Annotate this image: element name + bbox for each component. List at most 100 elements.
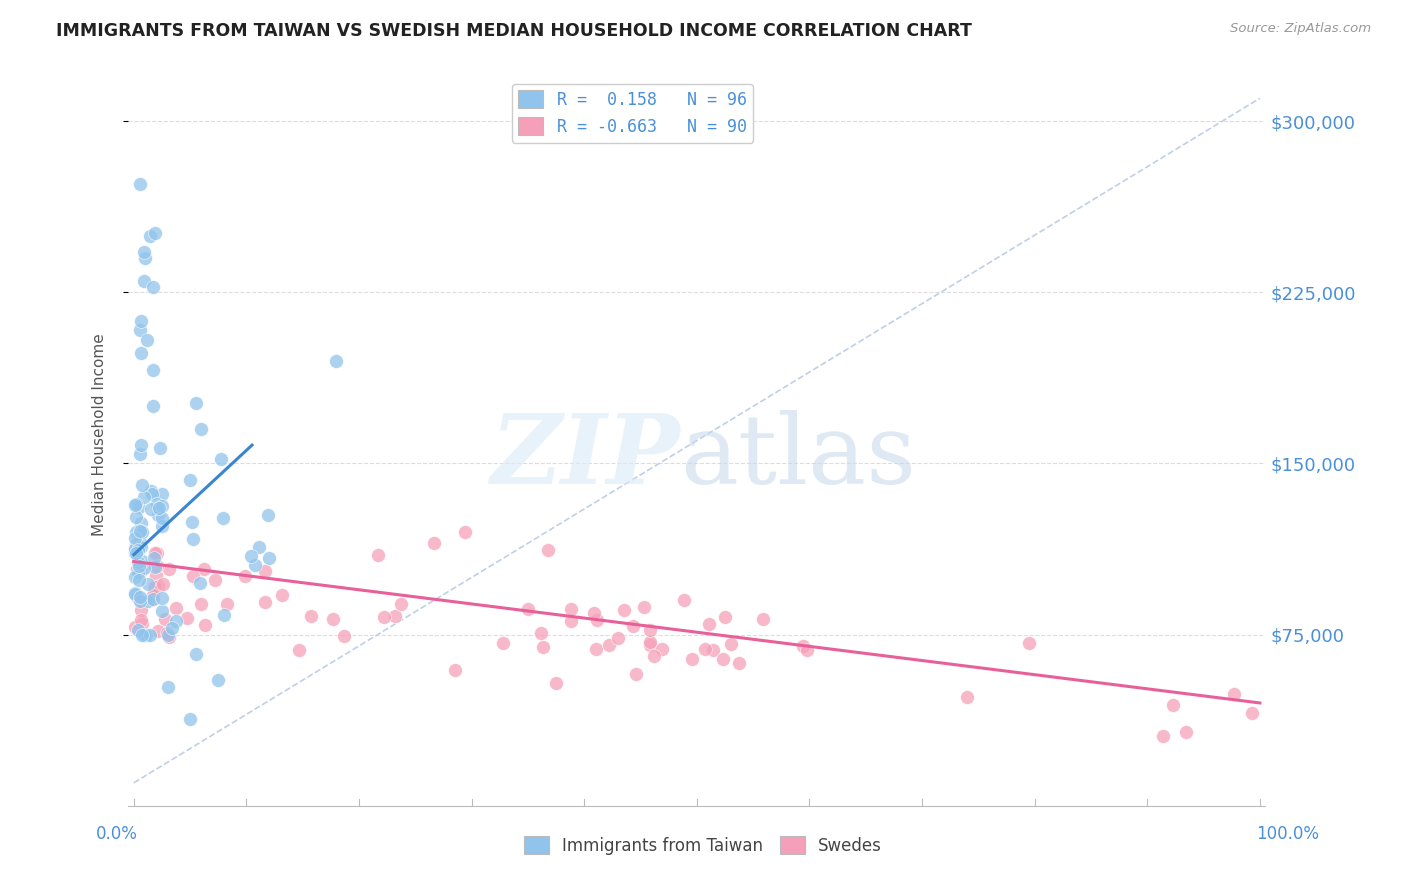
Point bbox=[129, 563, 152, 577]
Point bbox=[180, 515, 202, 529]
Point bbox=[186, 396, 208, 410]
Point bbox=[131, 603, 153, 617]
Point bbox=[384, 609, 406, 624]
Point bbox=[153, 612, 176, 626]
Point bbox=[134, 491, 156, 505]
Point bbox=[1152, 729, 1174, 743]
Point bbox=[141, 592, 163, 607]
Point bbox=[190, 422, 212, 436]
Point bbox=[131, 540, 153, 554]
Point bbox=[148, 508, 170, 522]
Point bbox=[129, 447, 152, 461]
Point bbox=[135, 333, 157, 347]
Point bbox=[129, 590, 152, 604]
Point bbox=[157, 561, 180, 575]
Point bbox=[176, 610, 198, 624]
Point bbox=[139, 627, 162, 641]
Point bbox=[135, 627, 157, 641]
Point bbox=[150, 603, 173, 617]
Text: 100.0%: 100.0% bbox=[1256, 825, 1319, 843]
Point bbox=[128, 532, 150, 546]
Point bbox=[796, 642, 818, 657]
Point bbox=[711, 652, 734, 666]
Point bbox=[129, 438, 152, 452]
Point bbox=[129, 524, 152, 539]
Point bbox=[142, 400, 165, 414]
Point bbox=[128, 594, 150, 608]
Text: IMMIGRANTS FROM TAIWAN VS SWEDISH MEDIAN HOUSEHOLD INCOME CORRELATION CHART: IMMIGRANTS FROM TAIWAN VS SWEDISH MEDIAN… bbox=[56, 22, 972, 40]
Point bbox=[214, 608, 236, 623]
Text: Source: ZipAtlas.com: Source: ZipAtlas.com bbox=[1230, 22, 1371, 36]
Point bbox=[179, 712, 201, 726]
Point bbox=[1161, 698, 1184, 712]
Point bbox=[727, 656, 749, 670]
Point bbox=[245, 558, 267, 572]
Point bbox=[150, 518, 173, 533]
Point bbox=[444, 663, 467, 677]
Point bbox=[322, 612, 344, 626]
Point bbox=[150, 487, 173, 501]
Point bbox=[165, 601, 187, 615]
Point bbox=[141, 487, 163, 501]
Point bbox=[142, 580, 165, 594]
Point bbox=[146, 546, 169, 560]
Point bbox=[127, 623, 149, 637]
Point bbox=[125, 525, 148, 540]
Point bbox=[693, 641, 716, 656]
Point bbox=[423, 536, 446, 550]
Point bbox=[792, 639, 814, 653]
Point bbox=[141, 501, 163, 516]
Point bbox=[239, 549, 262, 563]
Point bbox=[253, 595, 276, 609]
Point bbox=[124, 541, 146, 556]
Point bbox=[673, 593, 696, 607]
Point bbox=[491, 636, 513, 650]
Point bbox=[1223, 688, 1246, 702]
Point bbox=[142, 363, 165, 377]
Point bbox=[193, 562, 215, 576]
Point bbox=[124, 541, 146, 556]
Point bbox=[391, 597, 413, 611]
Point bbox=[134, 627, 156, 641]
Point bbox=[204, 573, 226, 587]
Point bbox=[697, 616, 720, 631]
Point bbox=[124, 570, 146, 584]
Point bbox=[127, 542, 149, 557]
Text: 0.0%: 0.0% bbox=[96, 825, 138, 843]
Point bbox=[127, 543, 149, 558]
Point bbox=[141, 591, 163, 606]
Point bbox=[186, 647, 208, 661]
Point bbox=[531, 640, 554, 654]
Point bbox=[621, 619, 644, 633]
Point bbox=[146, 497, 169, 511]
Point bbox=[638, 635, 661, 649]
Point bbox=[134, 251, 156, 265]
Point bbox=[134, 244, 156, 259]
Point bbox=[546, 676, 568, 690]
Point bbox=[129, 516, 152, 531]
Point bbox=[156, 625, 179, 640]
Point bbox=[128, 573, 150, 587]
Point bbox=[124, 586, 146, 600]
Point bbox=[560, 602, 582, 616]
Text: ZIP: ZIP bbox=[491, 410, 679, 504]
Point bbox=[681, 652, 703, 666]
Point bbox=[124, 546, 146, 560]
Point bbox=[142, 588, 165, 602]
Point bbox=[134, 560, 156, 574]
Point bbox=[148, 501, 170, 516]
Point bbox=[139, 483, 162, 498]
Point bbox=[257, 508, 280, 522]
Point bbox=[453, 525, 475, 540]
Point bbox=[131, 346, 153, 360]
Point bbox=[128, 500, 150, 514]
Point bbox=[124, 587, 146, 601]
Point bbox=[152, 577, 174, 591]
Point bbox=[125, 509, 148, 524]
Point bbox=[124, 620, 146, 634]
Point bbox=[150, 511, 173, 525]
Point bbox=[598, 638, 620, 652]
Point bbox=[143, 546, 166, 560]
Point bbox=[131, 554, 153, 568]
Point bbox=[585, 642, 607, 657]
